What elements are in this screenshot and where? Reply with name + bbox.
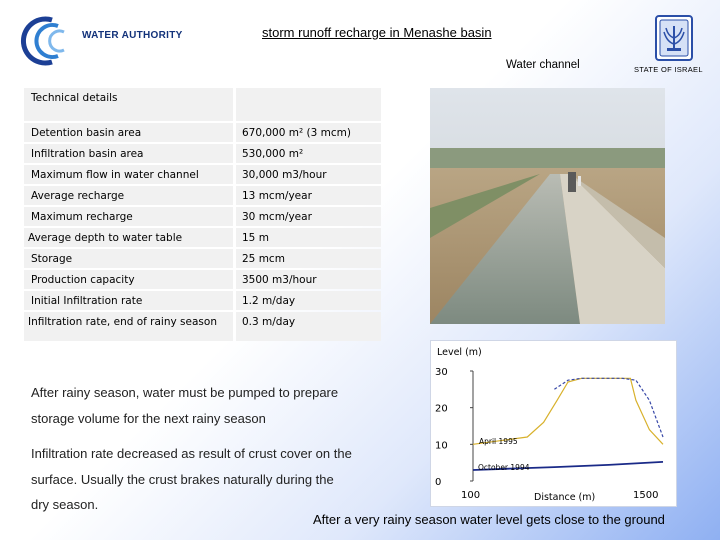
chart-x-tick-label: 1500 [633, 490, 658, 501]
chart-y-tick-label: 0 [435, 477, 441, 488]
chart-series-labels: April 1995 October 1994 [478, 437, 530, 472]
table-row: Maximum recharge 30 mcm/year [24, 207, 381, 226]
note-line: dry season. [31, 497, 99, 512]
table-cell-value: 0.3 m/day [236, 312, 381, 341]
chart-series-line [554, 377, 664, 438]
chart-y-axis-label: Level (m) [437, 347, 482, 358]
table-cell-value: 30,000 m3/hour [236, 165, 381, 184]
state-emblem-icon [654, 14, 694, 62]
water-channel-label: Water channel [506, 59, 580, 71]
table-row: Initial Infiltration rate 1.2 m/day [24, 291, 381, 310]
table-row: Average recharge 13 mcm/year [24, 186, 381, 205]
table-cell-value: 1.2 m/day [236, 291, 381, 310]
table-cell-label: Infiltration basin area [24, 144, 233, 163]
table-row: Maximum flow in water channel 30,000 m3/… [24, 165, 381, 184]
table-row: Infiltration basin area 530,000 m² [24, 144, 381, 163]
table-header-cell [236, 88, 381, 121]
table-cell-label: Infiltration rate, end of rainy season [24, 312, 233, 341]
note-line: storage volume for the next rainy season [31, 411, 266, 426]
chart-ticks: 0 10 20 30 100 1500 [435, 367, 658, 501]
table-cell-value: 13 mcm/year [236, 186, 381, 205]
note-line: After rainy season, water must be pumped… [31, 385, 339, 400]
table-row: Average depth to water table 15 m [24, 228, 381, 247]
table-cell-label: Maximum recharge [24, 207, 233, 226]
water-authority-logo-icon [20, 16, 65, 66]
table-cell-label: Detention basin area [24, 123, 233, 142]
table-row: Detention basin area 670,000 m² (3 mcm) [24, 123, 381, 142]
table-cell-label: Average recharge [24, 186, 233, 205]
water-level-chart-svg: Level (m) Distance (m) 0 10 20 30 100 1500 Ap… [435, 347, 664, 503]
chart-series-line [472, 461, 664, 471]
chart-series-line [472, 377, 664, 445]
chart-y-tick-label: 20 [435, 404, 448, 415]
note-line: Infiltration rate decreased as result of… [31, 446, 352, 461]
table-cell-label: Maximum flow in water channel [24, 165, 233, 184]
table-cell-value: 670,000 m² (3 mcm) [236, 123, 381, 142]
table-cell-label: Storage [24, 249, 233, 268]
water-channel-photo [430, 88, 665, 324]
logo-text: WATER AUTHORITY [82, 30, 183, 41]
chart-x-axis-label: Distance (m) [534, 492, 595, 503]
table-row: Production capacity 3500 m3/hour [24, 270, 381, 289]
table-cell-value: 530,000 m² [236, 144, 381, 163]
table-row: Infiltration rate, end of rainy season 0… [24, 312, 381, 341]
table-row: Storage 25 mcm [24, 249, 381, 268]
chart-x-tick-label: 100 [461, 490, 480, 501]
table-cell-value: 30 mcm/year [236, 207, 381, 226]
note-line: surface. Usually the crust brakes natura… [31, 472, 334, 487]
water-authority-logo: WATER AUTHORITY [12, 14, 194, 68]
table-cell-label: Production capacity [24, 270, 233, 289]
table-cell-value: 15 m [236, 228, 381, 247]
table-cell-label: Average depth to water table [24, 228, 233, 247]
state-label: STATE OF ISRAEL [634, 65, 703, 74]
water-level-chart: Level (m) Distance (m) 0 10 20 30 100 1500 Ap… [430, 340, 677, 507]
table-header-cell: Technical details [24, 88, 233, 121]
table-cell-value: 3500 m3/hour [236, 270, 381, 289]
table-header-row: Technical details [24, 88, 381, 121]
table-cell-label: Initial Infiltration rate [24, 291, 233, 310]
table-cell-value: 25 mcm [236, 249, 381, 268]
page-title: storm runoff recharge in Menashe basin [262, 25, 492, 40]
chart-series [472, 377, 664, 471]
chart-series-label: October 1994 [478, 463, 530, 472]
chart-y-tick-label: 10 [435, 440, 448, 451]
bottom-caption: After a very rainy season water level ge… [313, 512, 665, 527]
chart-y-tick-label: 30 [435, 367, 448, 378]
chart-series-label: April 1995 [479, 437, 518, 446]
